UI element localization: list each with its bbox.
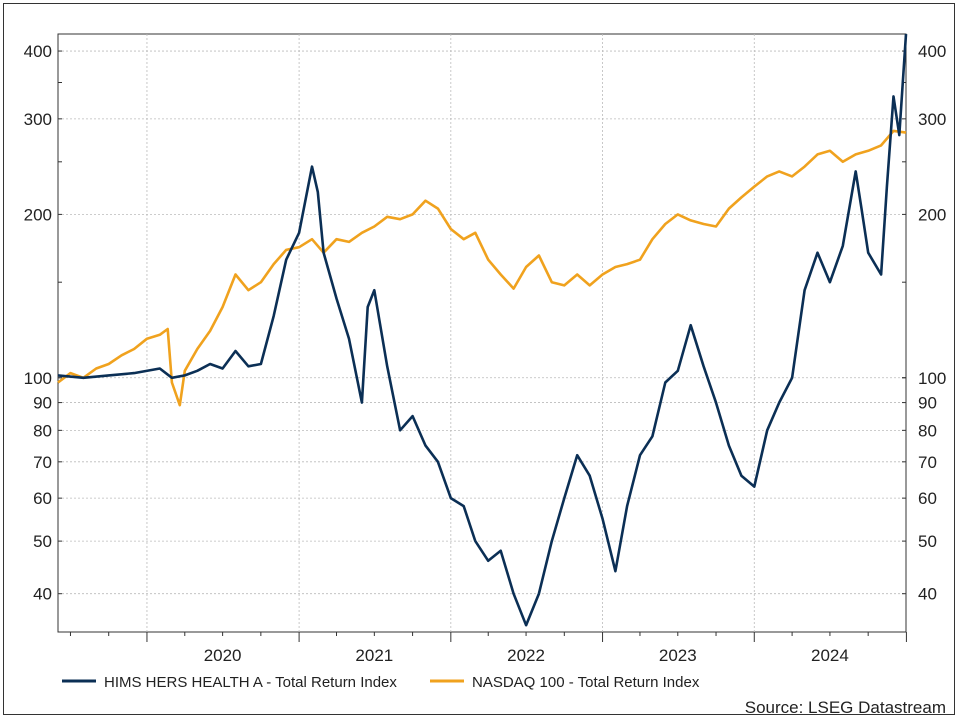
y-tick-label-left: 300	[24, 110, 52, 129]
y-tick-label-left: 60	[33, 489, 52, 508]
y-tick-label-left: 100	[24, 369, 52, 388]
series-line-nasdaq	[57, 129, 907, 407]
y-tick-label-right: 70	[918, 453, 937, 472]
y-tick-label-right: 90	[918, 394, 937, 413]
legend-label: HIMS HERS HEALTH A - Total Return Index	[104, 674, 397, 691]
legend-label: NASDAQ 100 - Total Return Index	[472, 674, 700, 691]
x-year-label: 2024	[811, 646, 849, 665]
y-tick-label-right: 40	[918, 585, 937, 604]
y-tick-label-left: 70	[33, 453, 52, 472]
y-tick-label-left: 90	[33, 394, 52, 413]
y-tick-label-right: 80	[918, 421, 937, 440]
legend: HIMS HERS HEALTH A - Total Return Index N…	[62, 674, 700, 691]
x-year-label: 2020	[204, 646, 242, 665]
source-note: Source: LSEG Datastream	[745, 698, 946, 717]
x-year-label: 2021	[355, 646, 393, 665]
gridlines	[58, 34, 906, 632]
axis-ticks: 40 40 50 50 60 60 70 70 80 80 90 90 100 100 200 200 300 3…	[24, 42, 947, 665]
y-tick-label-left: 40	[33, 585, 52, 604]
x-year-label: 2023	[659, 646, 697, 665]
y-tick-label-left: 50	[33, 532, 52, 551]
y-tick-label-right: 50	[918, 532, 937, 551]
y-tick-label-left: 200	[24, 205, 52, 224]
y-tick-label-right: 200	[918, 205, 946, 224]
y-tick-label-right: 60	[918, 489, 937, 508]
y-tick-label-left: 400	[24, 42, 52, 61]
series-line-hims	[57, 33, 908, 627]
plot-area	[57, 33, 907, 633]
y-tick-label-right: 100	[918, 369, 946, 388]
y-tick-label-left: 80	[33, 421, 52, 440]
y-tick-label-right: 400	[918, 42, 946, 61]
x-year-label: 2022	[507, 646, 545, 665]
series-lines	[57, 33, 908, 627]
y-tick-label-right: 300	[918, 110, 946, 129]
chart-frame	[3, 3, 955, 715]
